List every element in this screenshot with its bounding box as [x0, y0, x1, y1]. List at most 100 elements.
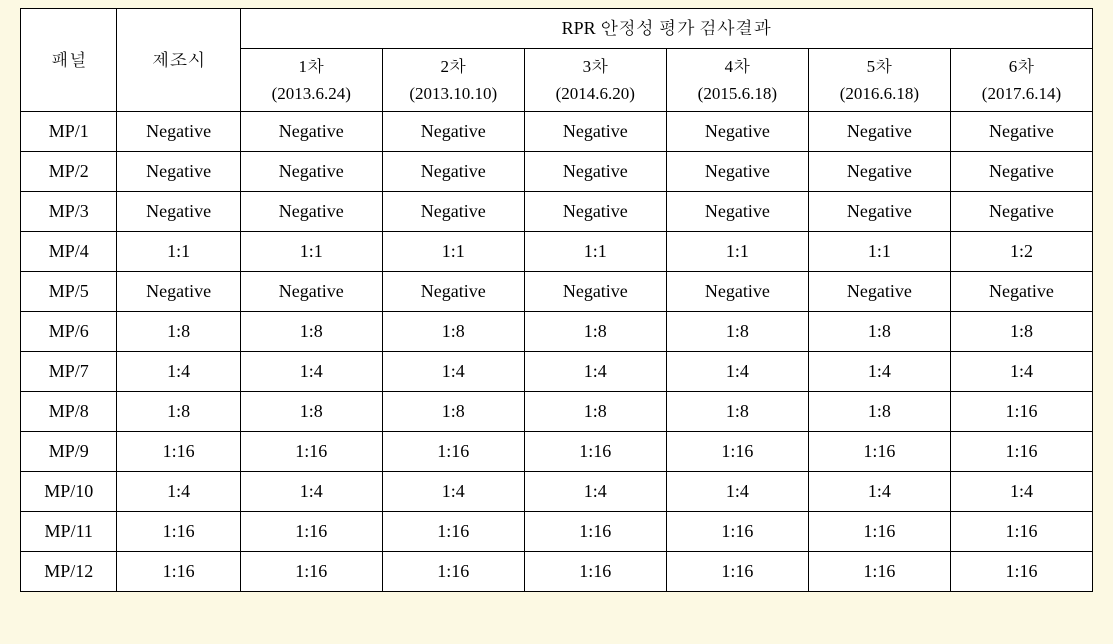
cell-value: 1:8: [666, 392, 808, 432]
cell-value: 1:4: [808, 352, 950, 392]
cell-value: 1:8: [524, 312, 666, 352]
cell-mfg: Negative: [117, 272, 240, 312]
cell-value: 1:8: [382, 392, 524, 432]
cell-value: Negative: [808, 272, 950, 312]
cell-value: 1:4: [240, 472, 382, 512]
cell-value: 1:4: [666, 352, 808, 392]
cell-value: 1:16: [382, 512, 524, 552]
cell-panel: MP/12: [21, 552, 117, 592]
cell-value: 1:16: [524, 432, 666, 472]
cell-value: 1:8: [666, 312, 808, 352]
cell-value: 1:1: [524, 232, 666, 272]
cell-mfg: 1:8: [117, 312, 240, 352]
cell-value: Negative: [950, 192, 1092, 232]
cell-panel: MP/1: [21, 112, 117, 152]
cell-mfg: Negative: [117, 112, 240, 152]
cell-value: 1:4: [524, 352, 666, 392]
cell-value: 1:2: [950, 232, 1092, 272]
col-header-run-6: 6차 (2017.6.14): [950, 49, 1092, 112]
cell-mfg: 1:16: [117, 432, 240, 472]
run-label: 2차: [441, 57, 467, 76]
cell-panel: MP/9: [21, 432, 117, 472]
cell-value: 1:16: [382, 552, 524, 592]
col-header-run-4: 4차 (2015.6.18): [666, 49, 808, 112]
table-row: MP/111:161:161:161:161:161:161:16: [21, 512, 1093, 552]
cell-value: Negative: [808, 112, 950, 152]
cell-value: Negative: [524, 272, 666, 312]
cell-value: Negative: [666, 272, 808, 312]
cell-value: 1:16: [808, 552, 950, 592]
cell-value: 1:8: [240, 312, 382, 352]
col-header-run-1: 1차 (2013.6.24): [240, 49, 382, 112]
run-date: (2016.6.18): [840, 84, 919, 103]
run-label: 3차: [583, 57, 609, 76]
cell-value: 1:4: [950, 472, 1092, 512]
cell-value: 1:16: [950, 432, 1092, 472]
cell-panel: MP/11: [21, 512, 117, 552]
cell-panel: MP/2: [21, 152, 117, 192]
cell-value: Negative: [382, 272, 524, 312]
table-row: MP/101:41:41:41:41:41:41:4: [21, 472, 1093, 512]
cell-value: 1:4: [382, 352, 524, 392]
cell-value: 1:4: [240, 352, 382, 392]
cell-value: Negative: [240, 112, 382, 152]
cell-value: Negative: [382, 112, 524, 152]
rpr-stability-table: 패널 제조시 RPR 안정성 평가 검사결과 1차 (2013.6.24) 2차…: [20, 8, 1093, 592]
cell-mfg: 1:4: [117, 352, 240, 392]
col-header-mfg: 제조시: [117, 9, 240, 112]
cell-value: 1:8: [240, 392, 382, 432]
cell-value: Negative: [382, 152, 524, 192]
table-row: MP/2NegativeNegativeNegativeNegativeNega…: [21, 152, 1093, 192]
cell-value: 1:8: [382, 312, 524, 352]
cell-value: Negative: [666, 192, 808, 232]
run-label: 5차: [867, 57, 893, 76]
table-row: MP/3NegativeNegativeNegativeNegativeNega…: [21, 192, 1093, 232]
cell-value: Negative: [950, 112, 1092, 152]
cell-mfg: 1:8: [117, 392, 240, 432]
cell-panel: MP/5: [21, 272, 117, 312]
table-row: MP/81:81:81:81:81:81:81:16: [21, 392, 1093, 432]
cell-panel: MP/10: [21, 472, 117, 512]
cell-value: Negative: [808, 192, 950, 232]
run-date: (2017.6.14): [982, 84, 1061, 103]
cell-value: 1:8: [808, 312, 950, 352]
cell-value: 1:4: [950, 352, 1092, 392]
run-date: (2013.10.10): [409, 84, 497, 103]
cell-value: Negative: [950, 152, 1092, 192]
cell-value: Negative: [240, 152, 382, 192]
cell-value: Negative: [666, 112, 808, 152]
cell-value: 1:1: [382, 232, 524, 272]
cell-mfg: Negative: [117, 192, 240, 232]
cell-value: 1:16: [666, 432, 808, 472]
cell-value: Negative: [666, 152, 808, 192]
cell-panel: MP/4: [21, 232, 117, 272]
cell-value: 1:16: [240, 512, 382, 552]
cell-value: Negative: [524, 152, 666, 192]
cell-value: 1:16: [666, 512, 808, 552]
cell-value: Negative: [524, 112, 666, 152]
table-body: MP/1NegativeNegativeNegativeNegativeNega…: [21, 112, 1093, 592]
cell-panel: MP/6: [21, 312, 117, 352]
run-label: 4차: [725, 57, 751, 76]
cell-value: 1:1: [240, 232, 382, 272]
cell-value: 1:1: [808, 232, 950, 272]
cell-value: 1:1: [666, 232, 808, 272]
cell-value: 1:8: [808, 392, 950, 432]
cell-value: 1:16: [240, 432, 382, 472]
run-date: (2015.6.18): [698, 84, 777, 103]
run-date: (2014.6.20): [556, 84, 635, 103]
run-label: 1차: [299, 57, 325, 76]
cell-value: Negative: [524, 192, 666, 232]
cell-mfg: 1:16: [117, 512, 240, 552]
cell-value: 1:8: [950, 312, 1092, 352]
table-row: MP/41:11:11:11:11:11:11:2: [21, 232, 1093, 272]
table-row: MP/5NegativeNegativeNegativeNegativeNega…: [21, 272, 1093, 312]
cell-value: 1:16: [666, 552, 808, 592]
cell-value: Negative: [382, 192, 524, 232]
cell-value: 1:16: [950, 552, 1092, 592]
cell-value: 1:16: [808, 432, 950, 472]
cell-value: 1:16: [950, 512, 1092, 552]
table-row: MP/71:41:41:41:41:41:41:4: [21, 352, 1093, 392]
table-header: 패널 제조시 RPR 안정성 평가 검사결과 1차 (2013.6.24) 2차…: [21, 9, 1093, 112]
cell-value: Negative: [240, 192, 382, 232]
